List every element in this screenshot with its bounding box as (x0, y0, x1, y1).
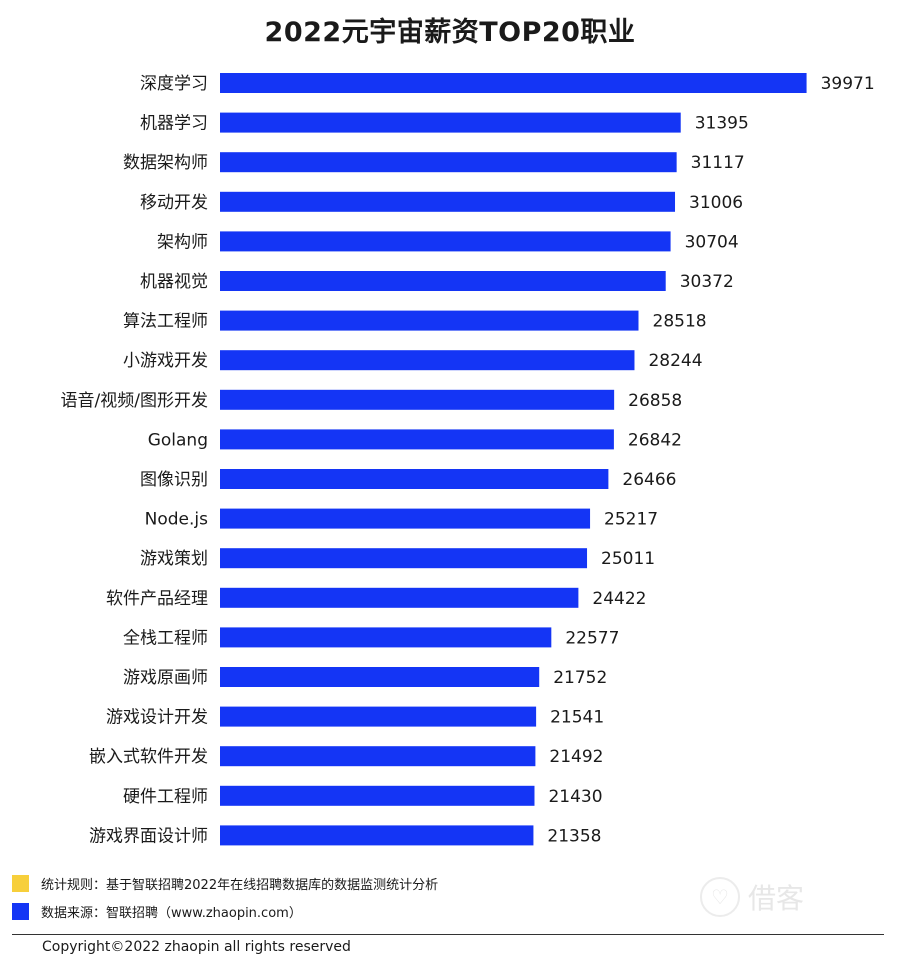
bar (220, 152, 677, 173)
category-label: 游戏原画师 (123, 668, 208, 688)
bar (220, 350, 635, 371)
value-label: 25217 (604, 510, 658, 530)
watermark-text: 借客 (748, 882, 805, 915)
bar (220, 429, 614, 450)
bar (220, 627, 552, 648)
value-label: 31006 (689, 193, 743, 213)
value-label: 28518 (653, 312, 707, 332)
category-label: 图像识别 (140, 470, 208, 490)
legend-swatch-blue (12, 902, 29, 920)
value-label: 31395 (695, 114, 749, 134)
bar-chart: 深度学习 39971 机器学习 31395 数据架构师 31117 移动开发 31006 架构师… (61, 73, 875, 846)
value-label: 26842 (628, 430, 682, 450)
legend-source: 数据来源：智联招聘（www.zhaopin.com） (12, 901, 302, 921)
category-label: 游戏策划 (140, 549, 208, 569)
bar (220, 112, 681, 133)
value-label: 22577 (565, 628, 619, 648)
bar (220, 508, 591, 529)
category-label: 语音/视频/图形开发 (61, 391, 208, 411)
watermark: ♡ 借客 (700, 872, 880, 922)
value-label: 26858 (628, 391, 682, 411)
category-label: 算法工程师 (123, 312, 208, 332)
value-label: 28244 (648, 351, 702, 371)
legend-rule-text: 统计规则：基于智联招聘2022年在线招聘数据库的数据监测统计分析 (41, 877, 439, 893)
category-label: 硬件工程师 (123, 787, 208, 807)
legend-swatch-yellow (12, 874, 29, 892)
category-label: 嵌入式软件开发 (89, 747, 208, 767)
bar (220, 548, 588, 569)
category-label: 游戏界面设计师 (89, 826, 208, 846)
bar (220, 73, 807, 93)
value-label: 24422 (592, 589, 646, 609)
bar (220, 389, 615, 410)
bar (220, 706, 537, 727)
category-label: Golang (148, 430, 208, 450)
bar (220, 310, 639, 331)
legend-source-text: 数据来源：智联招聘（www.zhaopin.com） (41, 905, 302, 921)
bar (220, 231, 671, 252)
bar (220, 191, 676, 212)
value-label: 21752 (553, 668, 607, 688)
category-label: 小游戏开发 (123, 351, 208, 371)
category-label: 软件产品经理 (106, 589, 208, 609)
value-label: 31117 (691, 153, 745, 173)
category-label: 移动开发 (140, 193, 208, 213)
value-label: 26466 (622, 470, 676, 490)
bar (220, 825, 534, 846)
chart-title: 2022元宇宙薪资TOP20职业 (264, 17, 636, 48)
category-label: 深度学习 (140, 74, 208, 94)
value-label: 21430 (548, 787, 602, 807)
category-label: 游戏设计开发 (106, 708, 208, 728)
legend-rule: 统计规则：基于智联招聘2022年在线招聘数据库的数据监测统计分析 (12, 873, 438, 893)
heart-icon: ♡ (700, 877, 740, 917)
value-label: 21541 (550, 708, 604, 728)
category-label: 机器视觉 (140, 272, 208, 292)
bar (220, 469, 609, 489)
bar (220, 667, 540, 687)
copyright-text: Copyright©2022 zhaopin all rights reserv… (42, 939, 351, 955)
value-label: 25011 (601, 549, 655, 569)
value-label: 30372 (680, 272, 734, 292)
value-label: 39971 (821, 74, 875, 94)
value-label: 21492 (549, 747, 603, 767)
bar (220, 785, 535, 806)
category-label: 数据架构师 (123, 153, 208, 173)
value-label: 21358 (547, 826, 601, 846)
category-label: 全栈工程师 (123, 628, 208, 648)
category-label: 架构师 (157, 232, 208, 252)
bar (220, 746, 536, 767)
value-label: 30704 (685, 232, 739, 252)
category-label: 机器学习 (140, 114, 208, 134)
category-label: Node.js (145, 510, 208, 530)
bar (220, 587, 579, 608)
footer-divider (12, 934, 884, 935)
bar (220, 271, 666, 291)
